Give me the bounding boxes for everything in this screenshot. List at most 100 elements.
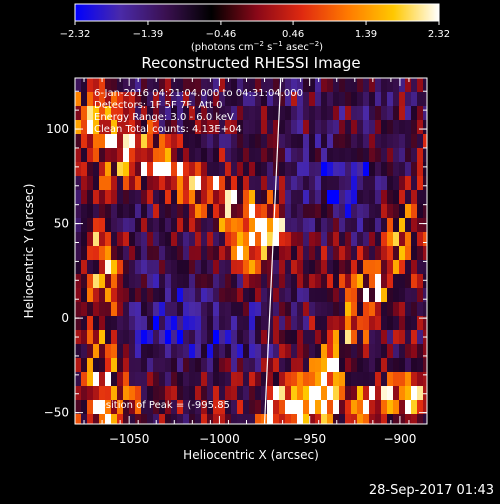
heatmap-cell	[369, 78, 376, 93]
heatmap-cell	[87, 414, 94, 424]
heatmap-cell	[171, 372, 178, 387]
heatmap-cell	[279, 358, 286, 373]
heatmap-cell	[309, 260, 316, 275]
heatmap-cell	[309, 106, 316, 121]
heatmap-cell	[399, 162, 406, 177]
heatmap-cell	[375, 162, 382, 177]
heatmap-cell	[345, 176, 352, 191]
heatmap-cell	[267, 260, 274, 275]
heatmap-cell	[339, 106, 346, 121]
heatmap-cell	[357, 344, 364, 359]
heatmap-cell	[111, 288, 118, 303]
heatmap-cell	[273, 106, 280, 121]
heatmap-cell	[195, 92, 202, 107]
heatmap-cell	[225, 260, 232, 275]
heatmap-cell	[243, 414, 250, 424]
heatmap-cell	[423, 204, 427, 219]
heatmap-cell	[291, 246, 298, 261]
heatmap-cell	[351, 302, 358, 317]
heatmap-cell	[309, 372, 316, 387]
heatmap-cell	[351, 400, 358, 415]
heatmap-cell	[411, 106, 418, 121]
heatmap-cell	[381, 120, 388, 135]
heatmap-cell	[363, 134, 370, 149]
heatmap-cell	[351, 232, 358, 247]
heatmap-cell	[87, 316, 94, 331]
heatmap-cell	[231, 218, 238, 233]
heatmap-cell	[351, 288, 358, 303]
heatmap-cell	[195, 372, 202, 387]
heatmap-cell	[273, 218, 280, 233]
heatmap-cell	[195, 190, 202, 205]
heatmap-cell	[81, 400, 88, 415]
heatmap-cell	[315, 344, 322, 359]
heatmap-cell	[171, 92, 178, 107]
heatmap-cell	[111, 400, 118, 415]
heatmap-cell	[423, 92, 427, 107]
heatmap-cell	[309, 162, 316, 177]
heatmap-cell	[195, 134, 202, 149]
heatmap-cell	[387, 246, 394, 261]
heatmap-cell	[315, 414, 322, 424]
heatmap-cell	[153, 134, 160, 149]
heatmap-cell	[357, 78, 364, 93]
heatmap-cell	[147, 400, 154, 415]
heatmap-cell	[399, 148, 406, 163]
heatmap-cell	[399, 344, 406, 359]
heatmap-cell	[153, 190, 160, 205]
heatmap-cell	[297, 92, 304, 107]
heatmap-cell	[153, 386, 160, 401]
heatmap-cell	[195, 176, 202, 191]
heatmap-cell	[141, 330, 148, 345]
heatmap-cell	[273, 120, 280, 135]
heatmap-cell	[93, 414, 100, 424]
heatmap-cell	[309, 274, 316, 289]
heatmap-cell	[417, 372, 424, 387]
heatmap-cell	[93, 120, 100, 135]
heatmap-cell	[387, 162, 394, 177]
heatmap-cell	[123, 260, 130, 275]
heatmap-cell	[249, 148, 256, 163]
heatmap-cell	[183, 92, 190, 107]
heatmap-cell	[129, 92, 136, 107]
heatmap-cell	[273, 372, 280, 387]
heatmap-cell	[231, 288, 238, 303]
heatmap-cell	[363, 148, 370, 163]
heatmap-cell	[183, 414, 190, 424]
heatmap-cell	[315, 386, 322, 401]
heatmap-cell	[165, 106, 172, 121]
heatmap-cell	[315, 316, 322, 331]
heatmap-cell	[105, 190, 112, 205]
heatmap-cell	[249, 400, 256, 415]
heatmap-cell	[273, 316, 280, 331]
heatmap-cell	[333, 372, 340, 387]
heatmap-cell	[195, 148, 202, 163]
heatmap-cell	[183, 372, 190, 387]
heatmap-cell	[81, 162, 88, 177]
heatmap-cell	[225, 414, 232, 424]
heatmap-cell	[141, 414, 148, 424]
heatmap-cell	[105, 78, 112, 93]
heatmap-cell	[225, 190, 232, 205]
heatmap-cell	[135, 134, 142, 149]
heatmap-cell	[243, 344, 250, 359]
heatmap-cell	[99, 260, 106, 275]
heatmap-cell	[261, 330, 268, 345]
heatmap-cell	[183, 232, 190, 247]
heatmap-cell	[321, 330, 328, 345]
heatmap-cell	[75, 288, 82, 303]
colorbar-gradient	[74, 3, 440, 22]
heatmap-cell	[327, 92, 334, 107]
heatmap-cell	[141, 148, 148, 163]
heatmap-cell	[237, 232, 244, 247]
heatmap-cell	[207, 78, 214, 93]
heatmap-cell	[321, 92, 328, 107]
heatmap-cell	[267, 162, 274, 177]
heatmap-cell	[411, 358, 418, 373]
heatmap-cell	[411, 344, 418, 359]
heatmap-cell	[123, 414, 130, 424]
heatmap-cell	[99, 288, 106, 303]
heatmap-cell	[183, 386, 190, 401]
heatmap-cell	[237, 288, 244, 303]
heatmap-cell	[285, 190, 292, 205]
